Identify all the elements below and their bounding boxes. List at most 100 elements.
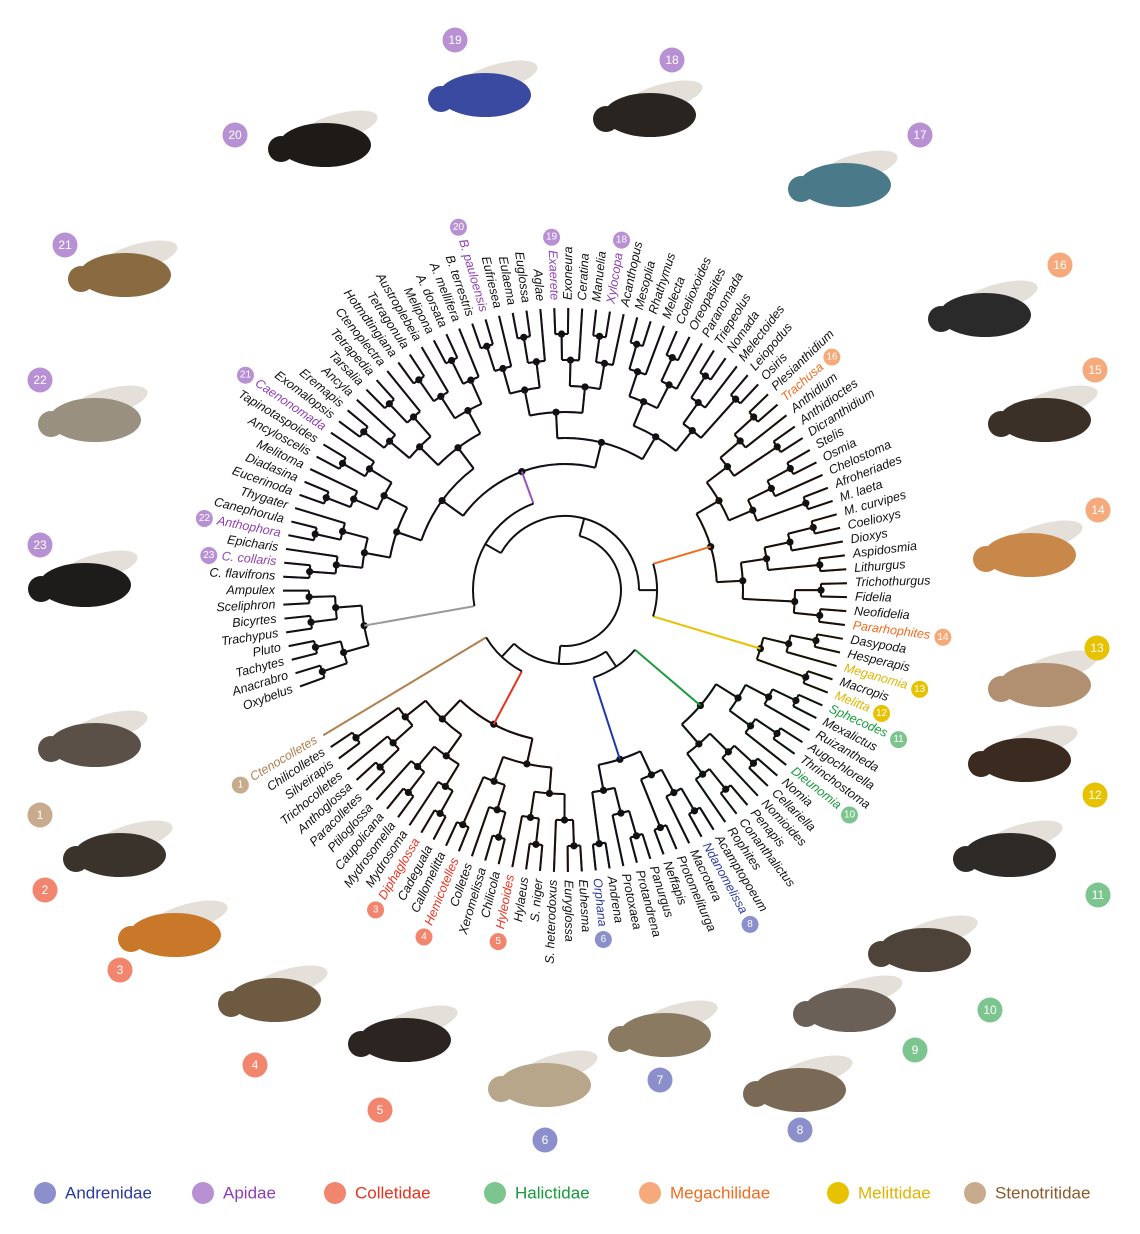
branch: [744, 731, 787, 766]
tip-badge-number: 12: [876, 708, 888, 719]
branch: [773, 425, 796, 443]
branch: [523, 389, 531, 416]
photo-badge: [1047, 252, 1073, 278]
branch: [611, 814, 625, 867]
branch: [820, 568, 847, 573]
branch: [375, 760, 412, 801]
branch-arc: [364, 461, 375, 477]
branch: [471, 323, 482, 349]
branch-arc: [763, 688, 774, 705]
branch: [285, 547, 338, 558]
branch-arc: [593, 334, 606, 339]
legend-dot: [324, 1182, 346, 1204]
branch-arc: [527, 359, 545, 364]
photo-badge-number: 19: [448, 33, 462, 47]
branch: [665, 796, 691, 844]
branch: [682, 401, 700, 425]
branch: [640, 778, 662, 828]
legend-label: Stenotritidae: [995, 1184, 1090, 1203]
branch-arc: [612, 809, 630, 817]
bee-photo-body: [979, 738, 1071, 782]
branch: [397, 361, 415, 385]
branch: [628, 371, 639, 397]
branch: [315, 640, 342, 649]
bee-photo-body: [49, 723, 141, 767]
branch: [388, 403, 408, 424]
branch: [803, 486, 829, 499]
bee-photo-body: [879, 928, 971, 972]
branch: [388, 440, 411, 459]
branch: [578, 308, 584, 361]
bee-photo-head: [488, 1076, 514, 1102]
tip-badge-number: 5: [495, 936, 501, 947]
tip-badge-number: 22: [199, 513, 211, 524]
branch: [365, 388, 386, 409]
photo-badge-number: 22: [33, 373, 47, 387]
branch: [740, 557, 767, 564]
branch: [299, 493, 325, 505]
branch: [522, 337, 529, 364]
tip-label: Exoneura: [561, 246, 576, 300]
photo-badge: [787, 1117, 813, 1143]
branch: [807, 670, 833, 681]
branch-arc: [472, 502, 534, 607]
tip-badge-number: 10: [844, 810, 856, 821]
branch: [511, 815, 524, 868]
bee-photo-head: [743, 1081, 769, 1107]
branch: [291, 520, 317, 529]
tip-badge-number: 19: [546, 232, 558, 243]
branch-arc: [630, 341, 644, 348]
tip-badge-number: 14: [937, 632, 949, 643]
photo-badge: [442, 27, 468, 53]
branch-arc: [654, 824, 667, 831]
branch-arc: [665, 787, 682, 798]
bee-photo-head: [63, 846, 89, 872]
branch: [572, 819, 575, 846]
branch-arc: [529, 842, 543, 846]
tip-label: Exaerete: [546, 250, 562, 301]
branch: [757, 757, 778, 777]
branch: [677, 336, 691, 361]
legend-dot: [964, 1182, 986, 1204]
branch: [665, 330, 678, 356]
branch: [501, 368, 511, 394]
photo-badge: [1085, 497, 1111, 523]
branch: [416, 745, 436, 768]
branch: [792, 705, 817, 719]
branch: [484, 319, 494, 345]
tip-labels: OxybelusAnacrabroTachytesPlutoTrachypusB…: [195, 218, 952, 964]
branch: [652, 615, 761, 650]
bee-photo-head: [68, 266, 94, 292]
branch-arc: [598, 750, 641, 766]
branch: [309, 570, 336, 575]
branch-arc: [386, 735, 400, 750]
bee-photo-body: [279, 123, 371, 167]
tree-branches: [282, 308, 847, 872]
bee-photo-body: [999, 663, 1091, 707]
branch: [445, 333, 459, 359]
tip-label: Euhesma: [576, 879, 593, 933]
branch: [629, 317, 639, 343]
bee-photo-head: [973, 546, 999, 572]
branch: [441, 699, 461, 720]
branch: [439, 395, 456, 419]
legend-label: Megachilidae: [670, 1184, 770, 1203]
branch-arc: [313, 640, 318, 654]
legend: Andrenidae Apidae Colletidae Halictidae Mega…: [34, 1182, 1090, 1204]
photo-badge-number: 16: [1053, 258, 1067, 272]
bee-photo-head: [28, 576, 54, 602]
branch: [742, 597, 795, 603]
branch: [338, 420, 361, 438]
photo-badge-number: 21: [58, 238, 72, 252]
photo-badge: [32, 877, 58, 903]
branch-arc: [308, 565, 312, 578]
tip-badge: [543, 228, 561, 246]
branch-arc: [763, 547, 770, 571]
branch: [792, 461, 817, 475]
branch: [629, 837, 638, 863]
branch: [379, 748, 400, 768]
photo-badge: [659, 47, 685, 73]
photo-badge: [242, 1052, 268, 1078]
branch: [295, 664, 321, 675]
